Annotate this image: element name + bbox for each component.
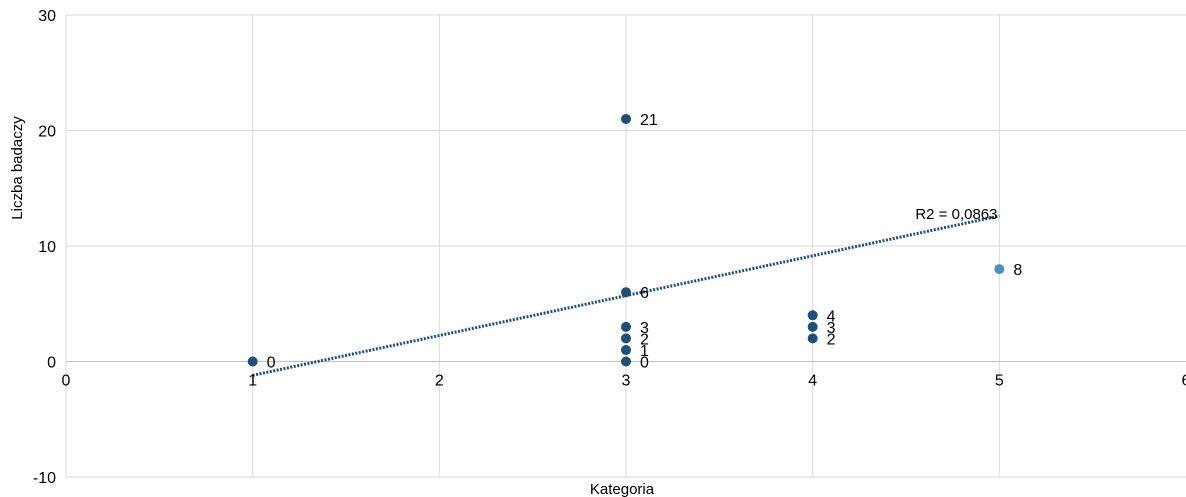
data-label: 0 <box>640 355 649 372</box>
y-tick-label: 0 <box>47 355 56 372</box>
data-point <box>621 321 631 332</box>
data-label: 8 <box>1013 262 1022 279</box>
grid-lines <box>65 14 1186 478</box>
data-label: 6 <box>640 285 649 302</box>
data-point <box>621 333 631 344</box>
y-tick-label: 20 <box>38 124 56 141</box>
y-tick-label: 30 <box>38 8 56 25</box>
data-points <box>247 113 1005 367</box>
data-point <box>621 344 631 355</box>
y-tick-label: 10 <box>38 239 56 256</box>
data-label: 0 <box>267 355 276 372</box>
x-axis-title: Kategoria <box>590 481 655 497</box>
x-tick-label: 4 <box>808 373 817 390</box>
trendline-r2-label: R2 = 0,0863 <box>915 206 997 223</box>
data-label: 1 <box>640 343 649 360</box>
data-label: 2 <box>640 331 649 348</box>
data-point <box>621 287 631 298</box>
x-tick-label: 6 <box>1182 373 1186 390</box>
data-point <box>994 264 1005 275</box>
data-point <box>247 356 258 367</box>
data-label: 2 <box>827 331 836 348</box>
data-label: 21 <box>640 112 658 129</box>
y-tick-label: -10 <box>33 470 56 487</box>
x-tick-label: 1 <box>248 373 257 390</box>
data-label: 4 <box>827 308 836 325</box>
x-tick-label: 0 <box>62 373 71 390</box>
data-point <box>621 113 631 124</box>
x-tick-label: 5 <box>995 373 1004 390</box>
data-label: 3 <box>640 320 649 337</box>
data-point <box>807 333 818 344</box>
x-tick-label: 3 <box>622 373 631 390</box>
y-axis-title: Liczba badaczy <box>9 116 26 220</box>
data-point <box>807 321 818 332</box>
data-point <box>807 310 818 321</box>
data-point <box>621 356 631 367</box>
data-label: 3 <box>827 320 836 337</box>
x-tick-label: 2 <box>435 373 444 390</box>
